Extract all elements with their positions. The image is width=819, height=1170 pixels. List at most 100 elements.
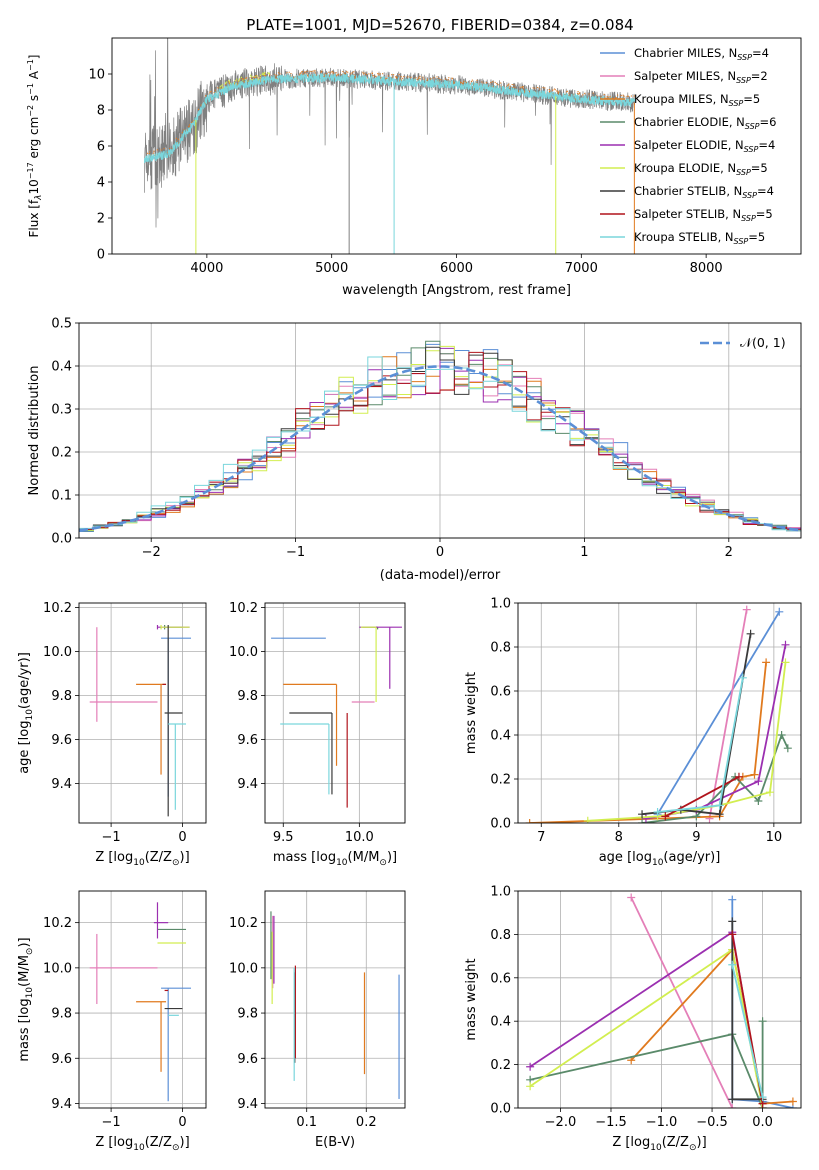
y-label-part: mass [log xyxy=(17,998,32,1061)
weight-line-chabrier-elodie xyxy=(641,732,789,823)
legend-text: =6 xyxy=(760,115,777,129)
x-label-sub: 10 xyxy=(133,1143,145,1153)
weight-marker-kroupa-stelib xyxy=(653,808,662,816)
legend-sub: SSP xyxy=(745,122,760,131)
legend-text: Kroupa STELIB, N xyxy=(634,230,734,244)
weight-marker-kroupa-stelib xyxy=(738,673,747,682)
legend-text: Kroupa MILES, N xyxy=(634,92,729,106)
y-tick-label: 10.2 xyxy=(229,601,258,616)
legend-text: Chabrier ELODIE, N xyxy=(634,115,745,129)
x-tick-label: 8000 xyxy=(690,261,723,276)
x-label-part: )] xyxy=(180,1135,190,1150)
y-tick-label: 9.8 xyxy=(237,1007,258,1022)
weight-marker-chabrier-miles xyxy=(728,895,737,904)
y-label-sub: λ xyxy=(34,195,44,201)
legend-entry: Salpeter ELODIE, NSSP=4 xyxy=(634,138,775,154)
weight-marker-salpeter-miles xyxy=(742,605,751,614)
x-label-part: )] xyxy=(180,850,190,865)
weight-marker-chabrier-stelib xyxy=(728,917,737,926)
legend-entry: Salpeter MILES, NSSP=2 xyxy=(634,69,768,85)
y-label-sup: −1 xyxy=(26,83,35,95)
plot-area xyxy=(89,625,192,817)
y-tick-label: 9.4 xyxy=(51,1097,72,1112)
x-label-sub: ⊙ xyxy=(379,858,387,868)
y-tick-label: 9.6 xyxy=(237,1052,258,1067)
y-label-part: s xyxy=(27,95,41,105)
plot-area xyxy=(271,626,402,808)
y-label-sub: 10 xyxy=(25,709,35,721)
x-label-part: (Z/Z xyxy=(145,1135,172,1150)
weight-marker-kroupa-elodie xyxy=(583,816,592,823)
legend-sub: SSP xyxy=(742,191,757,200)
y-label-part: 10 xyxy=(27,179,41,194)
weight-line-salpeter-miles xyxy=(708,609,748,819)
x-tick-label: 5000 xyxy=(315,261,348,276)
legend-entry: Chabrier ELODIE, NSSP=6 xyxy=(634,115,776,131)
y-tick-label: 1.0 xyxy=(490,885,511,900)
x-tick-label: −2.0 xyxy=(545,1115,577,1130)
x-axis-label: Z [log10(Z/Z⊙)] xyxy=(95,1135,189,1153)
weight-line-salpeter-elodie xyxy=(529,930,764,1108)
x-label-sub: 10 xyxy=(652,858,664,868)
spectrum-panel: 4000 5000 6000 7000 8000 0 2 4 6 8 10 PLATE=1001, M… xyxy=(26,16,802,298)
legend-sub: SSP xyxy=(736,168,751,177)
y-tick-label: 9.4 xyxy=(237,1097,258,1112)
legend-text: =2 xyxy=(751,69,768,83)
weight-marker-salpeter-stelib xyxy=(661,812,670,821)
weight-marker-kroupa-stelib xyxy=(715,801,724,810)
y-label-part: ] xyxy=(27,55,41,60)
chart-title: PLATE=1001, MJD=52670, FIBERID=0384, z=0… xyxy=(246,16,633,34)
legend-entry: Chabrier STELIB, NSSP=4 xyxy=(634,184,774,200)
x-tick-label: 10 xyxy=(766,830,783,845)
x-tick-label: 4000 xyxy=(190,261,223,276)
y-tick-label: 2 xyxy=(97,212,105,227)
plot-area xyxy=(144,38,636,254)
y-tick-label: 10.2 xyxy=(229,916,258,931)
y-tick-label: 10.0 xyxy=(229,961,258,976)
legend-sub: SSP xyxy=(744,145,759,154)
legend-entry: Salpeter STELIB, NSSP=5 xyxy=(634,207,773,223)
y-axis-label: mass weight xyxy=(464,958,479,1040)
weight-marker-salpeter-elodie xyxy=(754,777,763,786)
x-axis-label: Z [log10(Z/Z⊙)] xyxy=(95,850,189,868)
y-label-part: (age/yr)] xyxy=(17,652,32,709)
y-tick-label: 9.6 xyxy=(51,733,72,748)
x-label-sub: 10 xyxy=(650,1143,662,1153)
x-tick-label: −2 xyxy=(142,545,161,560)
x-axis-label: mass [log10(M/M⊙)] xyxy=(273,850,397,868)
x-tick-label: −1.0 xyxy=(646,1115,678,1130)
legend-text: =4 xyxy=(757,184,774,198)
y-tick-label: 10 xyxy=(88,68,105,83)
x-tick-label: −0.5 xyxy=(696,1115,728,1130)
y-tick-label: 0.8 xyxy=(490,928,511,943)
x-tick-label: 0.0 xyxy=(752,1115,773,1130)
y-tick-label: 0.4 xyxy=(490,729,511,744)
y-axis-label: Normed distribution xyxy=(27,366,42,496)
x-label-part: (age/yr)] xyxy=(663,850,720,865)
x-tick-label: 1 xyxy=(580,545,588,560)
weight-marker-kroupa-miles xyxy=(525,819,534,823)
y-tick-label: 0.8 xyxy=(490,641,511,656)
age-vs-mass-panel: 9.5 10.0 9.4 9.6 9.8 10.0 10.2 mass [log10(M/M⊙… xyxy=(229,601,406,868)
weight-marker-chabrier-elodie xyxy=(758,1017,767,1026)
legend-sub: SSP xyxy=(737,53,752,62)
legend-sub: SSP xyxy=(729,99,744,108)
legend-text: =5 xyxy=(743,92,760,106)
y-tick-label: 10.0 xyxy=(229,645,258,660)
x-label-part: )] xyxy=(697,1135,707,1150)
weight-line-chabrier-miles xyxy=(656,611,781,815)
x-label-part: )] xyxy=(387,850,397,865)
axes-frame xyxy=(517,890,802,1109)
y-tick-label: 0.5 xyxy=(51,317,72,332)
weight-marker-kroupa-elodie xyxy=(526,1082,535,1091)
plot-area xyxy=(79,340,801,532)
weight-marker-kroupa-elodie xyxy=(765,788,774,797)
y-label-part: Flux [f xyxy=(27,199,41,237)
legend-text: =4 xyxy=(752,46,769,60)
y-tick-label: 0.2 xyxy=(490,1058,511,1073)
x-label-part: (Z/Z xyxy=(662,1135,689,1150)
weight-marker-chabrier-elodie xyxy=(754,797,763,805)
plot-area xyxy=(89,902,192,1102)
histogram-salpeter-stelib xyxy=(79,351,801,531)
